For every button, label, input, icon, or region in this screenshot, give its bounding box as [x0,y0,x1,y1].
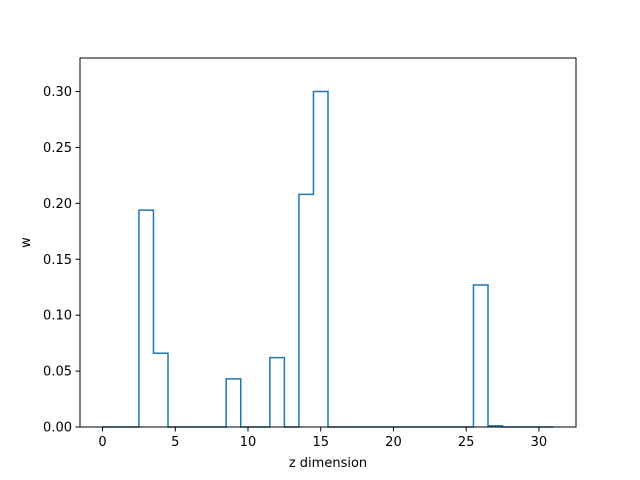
y-tick-label: 0.30 [43,85,72,100]
x-tick-label: 20 [385,435,402,450]
x-tick-label: 15 [312,435,329,450]
y-tick-label: 0.20 [43,197,72,212]
y-axis-label: w [19,237,34,248]
y-tick-label: 0.05 [43,365,72,380]
x-tick-label: 0 [98,435,106,450]
axis-ticks: 0 5 10 15 20 25 30 0.00 0.05 0.10 0.15 0.20 0.25 0.30 [43,85,547,450]
y-tick-label: 0.10 [43,309,72,324]
x-tick-label: 30 [531,435,548,450]
plot-area [102,90,554,428]
y-tick-label: 0.15 [43,253,72,268]
axes-frame [79,57,577,428]
x-tick-label: 10 [240,435,257,450]
y-tick-label: 0.00 [43,421,72,436]
x-tick-label: 5 [171,435,179,450]
series-line-0 [102,90,554,428]
x-axis-label: z dimension [289,456,367,471]
x-tick-label: 25 [458,435,475,450]
y-tick-label: 0.25 [43,141,72,156]
